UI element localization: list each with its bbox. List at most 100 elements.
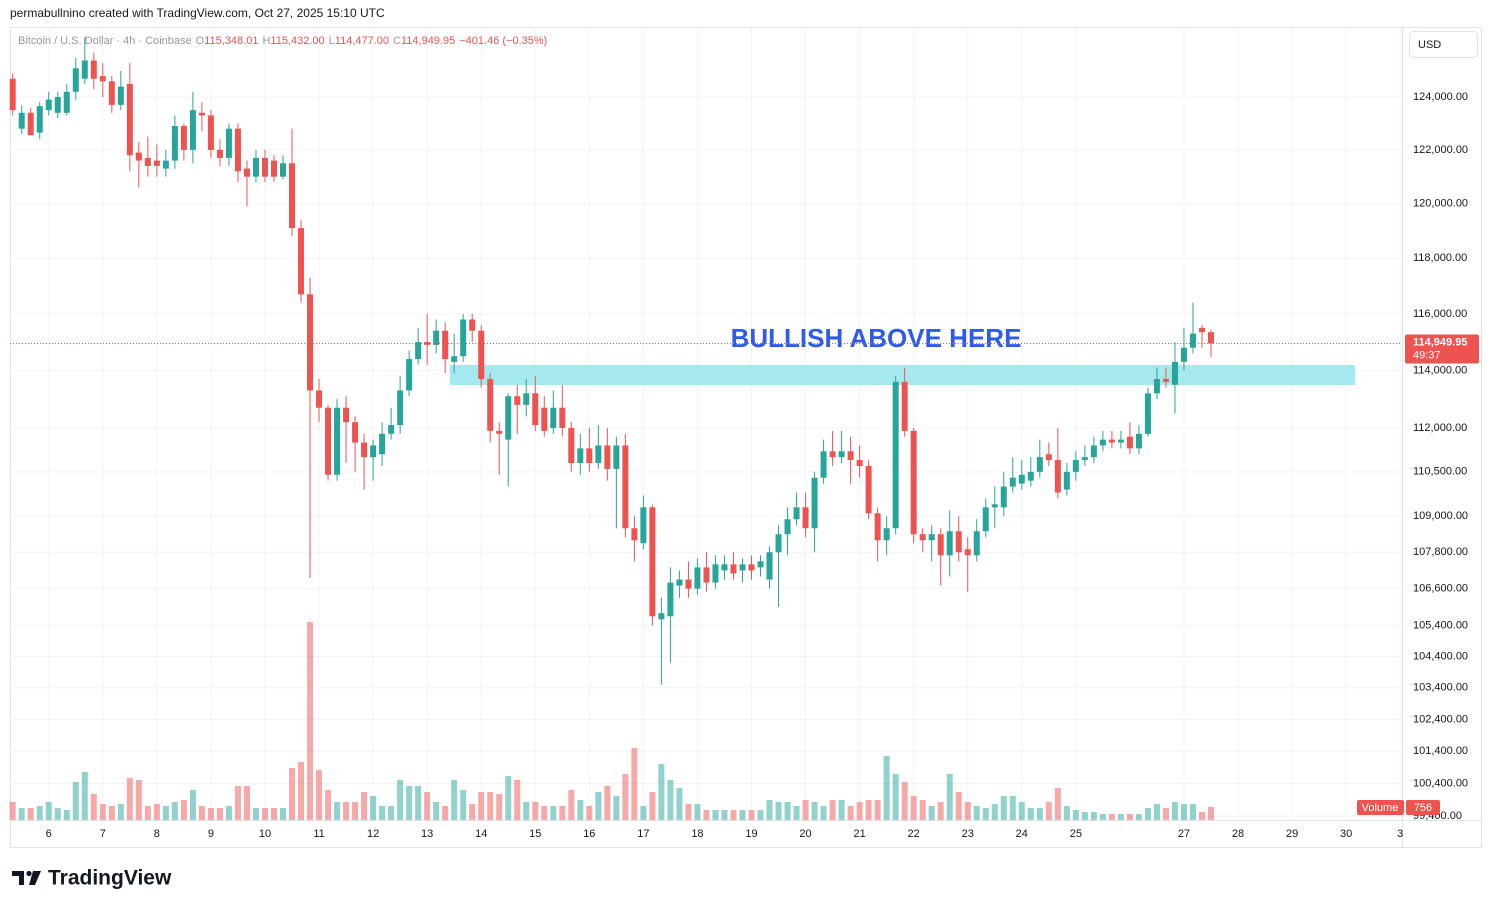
volume-bar: [252, 807, 259, 820]
brand-name: TradingView: [48, 867, 172, 890]
candle-body: [694, 567, 701, 589]
candle-body: [1126, 436, 1133, 449]
candle-body: [243, 168, 250, 177]
candle-body: [325, 407, 332, 475]
candle-body: [1018, 474, 1025, 484]
candle-body: [27, 112, 34, 136]
candle-body: [460, 319, 467, 357]
volume-bar: [586, 805, 593, 820]
candle-body: [207, 115, 214, 150]
volume-bar: [424, 791, 431, 820]
credit: permabullnino created with TradingView.c…: [10, 6, 385, 20]
candle-body: [270, 160, 277, 177]
volume-bar: [559, 805, 566, 820]
candle-body: [1072, 460, 1079, 472]
ohlc-key: C: [393, 35, 401, 47]
candle-body: [883, 528, 890, 541]
volume-bar: [730, 809, 737, 820]
volume-bar: [892, 773, 899, 820]
candle-body: [117, 86, 124, 105]
candle-body: [541, 407, 548, 431]
candle-body: [919, 534, 926, 541]
volume-bar: [1090, 811, 1097, 820]
volume-bar: [216, 807, 223, 820]
y-tick-label: 103,400.00: [1413, 682, 1468, 694]
x-tick-label: 11: [313, 828, 324, 840]
candle-body: [171, 125, 178, 161]
volume-bar: [1198, 811, 1205, 820]
candle-body: [604, 445, 611, 469]
volume-bar: [1045, 801, 1052, 820]
candle-body: [289, 163, 296, 229]
ohlc-value: 114,477.00: [335, 35, 389, 47]
volume-bar: [325, 789, 332, 820]
candle-body: [487, 379, 494, 431]
volume-bar: [279, 807, 286, 820]
volume-bar: [613, 795, 620, 820]
candle-body: [505, 396, 512, 440]
candle-body: [216, 149, 223, 158]
candle-body: [622, 445, 629, 529]
volume-bar: [126, 777, 133, 820]
candle-body: [279, 163, 286, 177]
candle-body: [1135, 433, 1142, 449]
x-tick-label: 21: [853, 828, 865, 840]
candle-body: [334, 407, 341, 475]
x-tick-label: 10: [259, 828, 271, 840]
volume-bar: [189, 789, 196, 820]
volume-bar: [180, 799, 187, 820]
brand-logo: [12, 870, 41, 885]
candle-body: [667, 582, 674, 617]
candle-body: [478, 330, 485, 380]
candle-body: [748, 564, 755, 571]
candle-body: [90, 60, 97, 79]
y-tick-label: 109,000.00: [1413, 510, 1468, 522]
candle-body: [72, 68, 79, 92]
volume-bar: [1063, 805, 1070, 820]
candle-body: [892, 381, 899, 529]
volume-bar: [649, 791, 656, 820]
candle-body: [973, 531, 980, 556]
y-tick-label: 106,600.00: [1413, 583, 1468, 595]
candle-body: [532, 393, 539, 426]
candle-body: [307, 294, 314, 391]
x-tick-label: 7: [100, 828, 106, 840]
candle-body: [496, 430, 503, 434]
candle-body: [676, 579, 683, 586]
currency-label[interactable]: USD: [1418, 39, 1441, 51]
volume-bar: [1207, 806, 1214, 820]
candle-body: [316, 390, 323, 408]
volume-bar: [514, 779, 521, 820]
volume-bar: [153, 803, 160, 820]
volume-bar: [685, 803, 692, 820]
candle-body: [982, 507, 989, 532]
candle-body: [820, 451, 827, 478]
candle-body: [577, 448, 584, 464]
change: −401.46 (−0.35%): [459, 35, 547, 47]
volume-bar: [1054, 787, 1061, 820]
volume-title-tag: [1357, 800, 1404, 815]
x-tick-label: 6: [46, 828, 52, 840]
candle-body: [955, 531, 962, 553]
ohlc-value: 114,949.95: [401, 35, 455, 47]
volume-bar: [712, 809, 719, 820]
candle-body: [730, 564, 737, 574]
volume-bar: [198, 805, 205, 820]
volume-value: 756: [1414, 802, 1432, 814]
y-tick-label: 107,800.00: [1413, 546, 1468, 558]
x-tick-label: 23: [962, 828, 974, 840]
candle-body: [99, 76, 106, 82]
candle-body: [225, 128, 232, 158]
currency-button[interactable]: [1409, 31, 1478, 58]
volume-bar: [496, 793, 503, 820]
x-tick-label: 13: [421, 828, 433, 840]
volume-bar: [81, 771, 88, 820]
y-tick-label: 112,000.00: [1413, 422, 1467, 434]
candle-body: [613, 445, 620, 469]
volume-bar: [631, 747, 638, 820]
volume-bar: [757, 809, 764, 820]
x-tick-label: 17: [637, 828, 649, 840]
zone-layer: BULLISH ABOVE HERE: [449, 323, 1356, 386]
volume-bar: [1099, 813, 1106, 820]
